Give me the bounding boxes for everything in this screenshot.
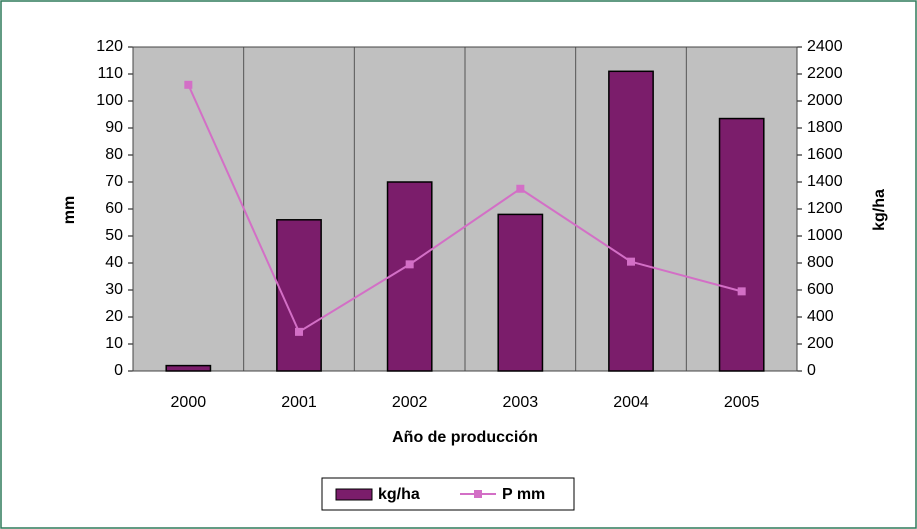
marker	[516, 184, 525, 193]
y2-tick-label: 2000	[807, 92, 843, 109]
x-tick-label: 2000	[171, 394, 207, 411]
y-tick-label: 110	[97, 65, 123, 82]
y-tick-label: 70	[105, 173, 123, 190]
y2-tick-label: 2400	[807, 38, 843, 55]
legend-label: kg/ha	[378, 486, 420, 503]
x-tick-label: 2001	[281, 394, 317, 411]
y-tick-label: 0	[114, 362, 123, 379]
bar	[497, 213, 544, 372]
y-tick-label: 10	[105, 335, 123, 352]
bar	[608, 70, 654, 372]
y2-tick-label: 0	[807, 362, 816, 379]
x-tick-label: 2004	[613, 394, 649, 411]
y-tick-label: 50	[105, 227, 123, 244]
y-axis-title: mm	[61, 196, 78, 224]
y2-tick-label: 600	[807, 281, 834, 298]
bar	[386, 181, 433, 372]
legend-swatch	[335, 488, 373, 501]
marker	[627, 257, 635, 266]
y-tick-label: 30	[105, 281, 123, 298]
bar	[718, 117, 765, 372]
y-tick-label: 100	[96, 92, 123, 109]
bar	[165, 364, 212, 372]
y2-tick-label: 200	[807, 335, 834, 352]
y-tick-label: 60	[105, 200, 123, 217]
marker	[737, 287, 746, 296]
y-tick-label: 80	[105, 146, 123, 163]
y2-tick-label: 400	[807, 308, 834, 325]
x-axis-title: Año de producción	[392, 429, 538, 446]
x-tick-label: 2002	[392, 394, 428, 411]
y2-tick-label: 1600	[807, 146, 843, 163]
y-tick-label: 90	[105, 119, 123, 136]
y2-tick-label: 1200	[807, 200, 843, 217]
plot-border	[132, 46, 798, 372]
legend-marker	[474, 490, 482, 498]
y2-tick-label: 800	[807, 254, 834, 271]
x-tick-label: 2003	[503, 394, 539, 411]
legend-label: P mm	[502, 486, 545, 503]
bar	[276, 219, 322, 372]
y2-tick-label: 1800	[807, 119, 843, 136]
marker	[295, 327, 303, 336]
y2-axis-title: kg/ha	[871, 189, 888, 231]
y-tick-label: 40	[105, 254, 123, 271]
x-tick-label: 2005	[724, 394, 760, 411]
y2-tick-label: 2200	[807, 65, 843, 82]
y-tick-label: 120	[96, 38, 123, 55]
marker	[184, 80, 193, 89]
marker	[405, 260, 414, 269]
y2-tick-label: 1000	[807, 227, 843, 244]
y2-tick-label: 1400	[807, 173, 843, 190]
y-tick-label: 20	[105, 308, 123, 325]
line	[187, 84, 742, 334]
